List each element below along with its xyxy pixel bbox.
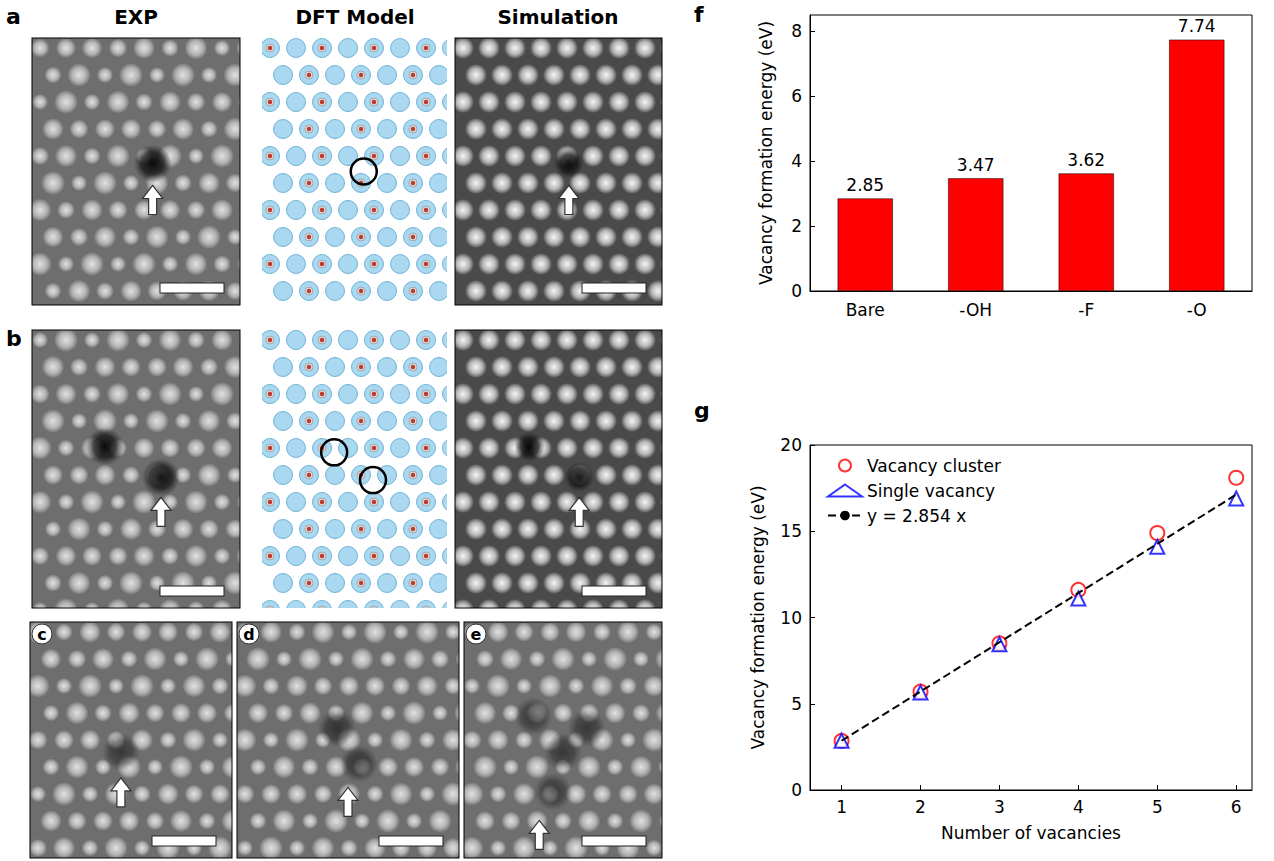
svg-text:Vacancy formation energy (eV): Vacancy formation energy (eV) xyxy=(756,21,776,285)
svg-text:20: 20 xyxy=(780,435,802,455)
html-text:g: g xyxy=(694,398,710,423)
svg-text:Vacancy formation energy (eV): Vacancy formation energy (eV) xyxy=(748,485,768,749)
svg-text:3.47: 3.47 xyxy=(957,155,995,175)
svg-text:2.85: 2.85 xyxy=(846,175,884,195)
svg-text:e: e xyxy=(471,625,482,644)
svg-text:Simulation: Simulation xyxy=(497,5,618,29)
svg-text:y = 2.854 x: y = 2.854 x xyxy=(867,506,966,526)
svg-text:3.62: 3.62 xyxy=(1067,150,1105,170)
svg-text:Bare: Bare xyxy=(846,300,885,320)
svg-text:7.74: 7.74 xyxy=(1178,16,1216,36)
svg-text:4: 4 xyxy=(1073,797,1084,817)
svg-text:5: 5 xyxy=(1152,797,1163,817)
html-text:f: f xyxy=(694,2,704,27)
svg-text:2: 2 xyxy=(791,216,802,236)
svg-text:-F: -F xyxy=(1078,300,1094,320)
svg-text:4: 4 xyxy=(791,151,802,171)
svg-text:d: d xyxy=(243,625,254,644)
svg-text:8: 8 xyxy=(791,21,802,41)
svg-text:a: a xyxy=(6,4,21,29)
svg-text:Single vacancy: Single vacancy xyxy=(867,481,995,501)
svg-text:b: b xyxy=(6,326,22,351)
svg-text:0: 0 xyxy=(791,780,802,800)
svg-text:1: 1 xyxy=(836,797,847,817)
svg-text:-O: -O xyxy=(1187,300,1207,320)
svg-text:5: 5 xyxy=(791,694,802,714)
svg-text:6: 6 xyxy=(791,86,802,106)
svg-text:15: 15 xyxy=(780,521,802,541)
svg-text:DFT Model: DFT Model xyxy=(295,5,414,29)
svg-text:c: c xyxy=(37,625,46,644)
svg-text:Vacancy cluster: Vacancy cluster xyxy=(867,456,1001,476)
svg-text:Number of vacancies: Number of vacancies xyxy=(941,823,1121,843)
svg-text:10: 10 xyxy=(780,608,802,628)
svg-text:0: 0 xyxy=(791,281,802,301)
svg-text:3: 3 xyxy=(994,797,1005,817)
svg-text:2: 2 xyxy=(915,797,926,817)
svg-text:-OH: -OH xyxy=(959,300,992,320)
svg-text:EXP: EXP xyxy=(114,5,158,29)
svg-text:6: 6 xyxy=(1231,797,1242,817)
